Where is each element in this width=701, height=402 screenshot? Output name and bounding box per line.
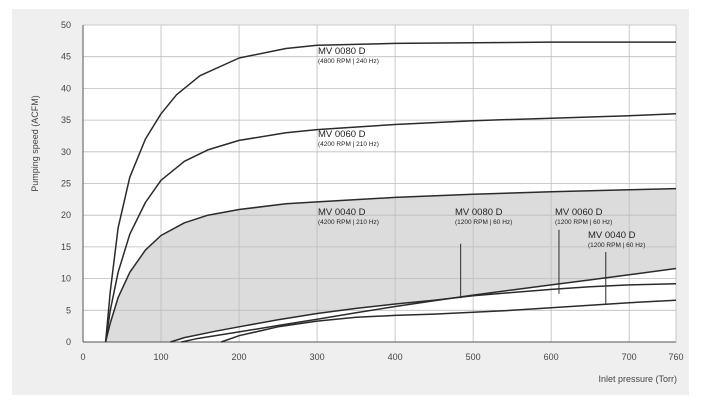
- y-tick-label: 45: [61, 52, 71, 62]
- annotation-title-a60_60: MV 0060 D: [555, 207, 603, 218]
- x-axis-title: Inlet pressure (Torr): [598, 374, 677, 384]
- annotation-title-a40_60: MV 0040 D: [588, 230, 636, 241]
- x-tick-label: 760: [668, 352, 683, 362]
- y-axis-title: Pumping speed (ACFM): [30, 95, 40, 192]
- y-tick-label: 10: [61, 274, 71, 284]
- x-tick-label: 300: [310, 352, 325, 362]
- x-tick-label: 0: [80, 352, 85, 362]
- series-line-s60_210: [104, 113, 677, 343]
- annotation-detail-a40_210: (4200 RPM | 210 Hz): [318, 219, 379, 226]
- x-tick-label: 400: [388, 352, 403, 362]
- series-line-s40_60: [220, 299, 677, 343]
- y-tick-label: 15: [61, 242, 71, 252]
- x-tick-label: 200: [232, 352, 247, 362]
- y-tick-label: 20: [61, 210, 71, 220]
- series-line-s60_60: [181, 267, 677, 343]
- y-tick-label: 50: [61, 20, 71, 30]
- series-line-s80_60: [170, 282, 677, 343]
- annotation-title-a40_210: MV 0040 D: [318, 207, 366, 218]
- annotation-detail-a60_210: (4200 RPM | 210 Hz): [318, 141, 379, 148]
- shaded-region: [105, 188, 677, 342]
- y-tick-label: 40: [61, 83, 71, 93]
- annotation-title-a60_210: MV 0060 D: [318, 129, 366, 140]
- series-line-s80_240: [104, 41, 676, 343]
- series-line-s40_210: [104, 187, 677, 343]
- annotation-detail-a80_60: (1200 RPM | 60 Hz): [455, 219, 512, 226]
- y-tick-label: 0: [66, 337, 71, 347]
- y-tick-label: 5: [66, 305, 71, 315]
- annotation-detail-a60_60: (1200 RPM | 60 Hz): [555, 219, 612, 226]
- x-tick-label: 500: [466, 352, 481, 362]
- x-tick-label: 100: [154, 352, 169, 362]
- y-tick-label: 35: [61, 115, 71, 125]
- annotation-detail-a40_60: (1200 RPM | 60 Hz): [588, 242, 645, 249]
- y-tick-label: 30: [61, 147, 71, 157]
- annotation-detail-a80_240: (4800 RPM | 240 Hz): [318, 58, 379, 65]
- annotation-title-a80_240: MV 0080 D: [318, 46, 366, 57]
- x-tick-label: 700: [622, 352, 637, 362]
- chart-frame: 0 5 10 15 20 25 30 35 40 45 50 0 100 200 300 400 500 600 7…: [12, 9, 689, 395]
- x-tick-label: 600: [544, 352, 559, 362]
- annotation-title-a80_60: MV 0080 D: [455, 207, 503, 218]
- y-tick-label: 25: [61, 179, 71, 189]
